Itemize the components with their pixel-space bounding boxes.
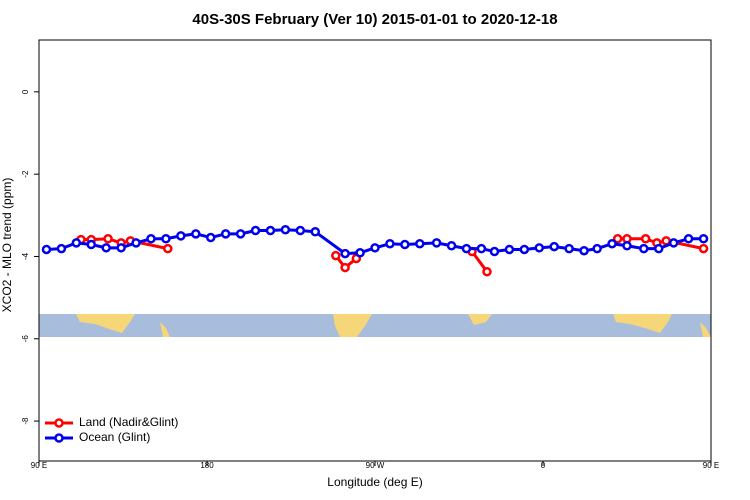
point bbox=[668, 238, 679, 248]
land-shape bbox=[160, 322, 170, 337]
point bbox=[607, 238, 617, 249]
point bbox=[653, 243, 664, 254]
point bbox=[683, 234, 694, 244]
point bbox=[56, 243, 67, 254]
point bbox=[504, 244, 515, 255]
land-shape bbox=[468, 314, 492, 325]
point bbox=[310, 227, 321, 237]
point bbox=[340, 248, 350, 259]
point bbox=[71, 238, 82, 248]
legend-marker bbox=[54, 418, 64, 428]
point bbox=[534, 243, 545, 253]
point bbox=[461, 243, 472, 254]
map-strip bbox=[39, 314, 711, 337]
y-tick-label: -8 bbox=[21, 417, 30, 425]
y-tick-label: -4 bbox=[21, 252, 30, 260]
point bbox=[163, 243, 173, 254]
ocean-band bbox=[39, 314, 711, 337]
point bbox=[415, 238, 425, 249]
point bbox=[191, 229, 201, 239]
point bbox=[355, 248, 365, 258]
point bbox=[592, 243, 602, 254]
land-shape bbox=[76, 314, 135, 333]
point bbox=[265, 225, 276, 236]
land-shape bbox=[613, 314, 672, 333]
point bbox=[698, 234, 709, 244]
chart-title: 40S-30S February (Ver 10) 2015-01-01 to … bbox=[192, 11, 557, 28]
y-tick-label: 0 bbox=[21, 89, 30, 94]
point bbox=[549, 241, 559, 252]
legend-marker bbox=[54, 433, 64, 443]
point bbox=[103, 234, 113, 244]
point bbox=[86, 239, 97, 250]
point bbox=[639, 243, 649, 254]
point bbox=[698, 243, 709, 254]
point bbox=[205, 232, 216, 243]
point bbox=[640, 234, 651, 244]
point bbox=[340, 262, 350, 273]
point bbox=[161, 234, 171, 244]
y-tick-label: -2 bbox=[21, 170, 30, 178]
point bbox=[482, 266, 492, 277]
point bbox=[295, 225, 306, 236]
x-axis-label: Longitude (deg E) bbox=[327, 475, 422, 489]
point bbox=[385, 238, 395, 249]
point bbox=[250, 225, 261, 236]
point bbox=[146, 234, 156, 244]
point bbox=[370, 243, 380, 253]
legend-label: Land (Nadir&Glint) bbox=[79, 415, 178, 429]
point bbox=[131, 238, 141, 248]
point bbox=[579, 245, 589, 256]
point bbox=[476, 243, 487, 254]
x-tick-label: 0 bbox=[541, 461, 546, 470]
point bbox=[41, 244, 52, 255]
point bbox=[622, 241, 632, 251]
point bbox=[220, 229, 231, 239]
point bbox=[612, 234, 623, 244]
x-tick-label: 90 W bbox=[366, 461, 385, 470]
x-tick-label: 180 bbox=[200, 461, 214, 470]
legend-label: Ocean (Glint) bbox=[79, 430, 150, 444]
point bbox=[235, 229, 246, 239]
point bbox=[400, 239, 410, 250]
point bbox=[176, 231, 186, 241]
land-shape bbox=[700, 322, 711, 337]
point bbox=[101, 243, 111, 253]
y-axis-label: XCO2 - MLO trend (ppm) bbox=[0, 178, 14, 313]
point bbox=[564, 243, 574, 254]
point bbox=[331, 250, 341, 261]
point bbox=[431, 238, 442, 248]
y-tick-label: -6 bbox=[21, 335, 30, 343]
point bbox=[280, 224, 291, 235]
point bbox=[446, 241, 457, 251]
land-shape bbox=[333, 314, 372, 337]
x-tick-label: 90 E bbox=[703, 461, 719, 470]
point bbox=[489, 246, 500, 257]
point bbox=[519, 244, 530, 255]
x-tick-label: 90 E bbox=[31, 461, 47, 470]
point bbox=[116, 243, 126, 253]
